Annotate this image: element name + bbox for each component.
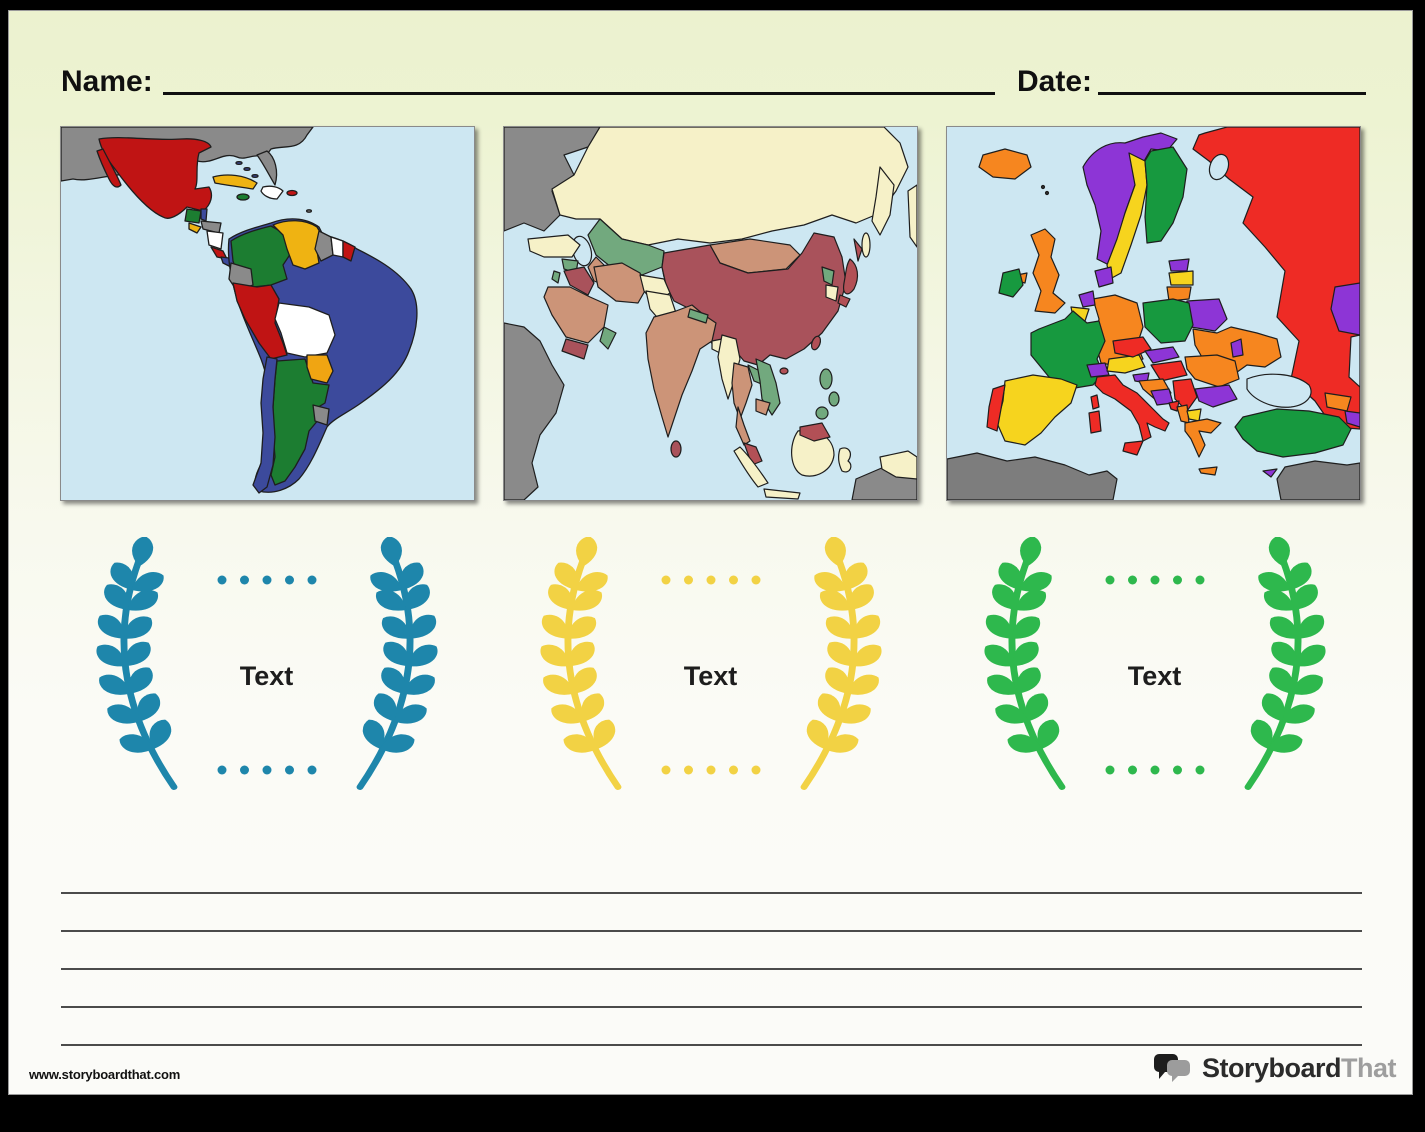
writing-lines <box>61 892 1362 1082</box>
latin-america-map[interactable] <box>60 126 475 501</box>
award-wreath-2: Text <box>521 537 901 795</box>
writing-line[interactable] <box>61 968 1362 1006</box>
writing-line[interactable] <box>61 1006 1362 1044</box>
maps-row <box>9 126 1412 501</box>
dots-top <box>217 575 316 585</box>
website-url: www.storyboardthat.com <box>29 1067 181 1082</box>
worksheet-page: Name: Date: <box>8 10 1413 1095</box>
laurel-wreath-icon <box>965 537 1345 795</box>
header-row: Name: Date: <box>61 51 1372 99</box>
award-wreath-3: Text <box>965 537 1345 795</box>
wreaths-row: Text Text <box>9 537 1412 795</box>
wreath-text-placeholder[interactable]: Text <box>683 661 738 691</box>
dots-bottom <box>217 765 316 775</box>
date-label: Date: <box>1016 65 1092 98</box>
dots-top <box>1105 575 1204 585</box>
dots-top <box>661 575 760 585</box>
laurel-wreath-icon <box>77 537 457 795</box>
europe-map[interactable] <box>946 126 1361 501</box>
logo-text: StoryboardThat <box>1201 1052 1397 1084</box>
wreath-text-placeholder[interactable]: Text <box>239 661 294 691</box>
writing-line[interactable] <box>61 892 1362 930</box>
name-input-line[interactable] <box>162 52 995 95</box>
wreath-text-placeholder[interactable]: Text <box>1127 661 1182 691</box>
name-label: Name: <box>61 65 153 98</box>
logo-text-primary: Storyboard <box>1201 1052 1342 1083</box>
dots-bottom <box>661 765 760 775</box>
speech-bubbles-icon <box>1153 1054 1190 1082</box>
dots-bottom <box>1105 765 1204 775</box>
award-wreath-1: Text <box>77 537 457 795</box>
date-input-line[interactable] <box>1098 52 1366 95</box>
asia-map[interactable] <box>503 126 918 501</box>
writing-line[interactable] <box>61 1044 1362 1082</box>
laurel-wreath-icon <box>521 537 901 795</box>
writing-line[interactable] <box>61 930 1362 968</box>
storyboardthat-logo: StoryboardThat <box>1153 1050 1397 1086</box>
logo-text-secondary: That <box>1341 1052 1397 1083</box>
